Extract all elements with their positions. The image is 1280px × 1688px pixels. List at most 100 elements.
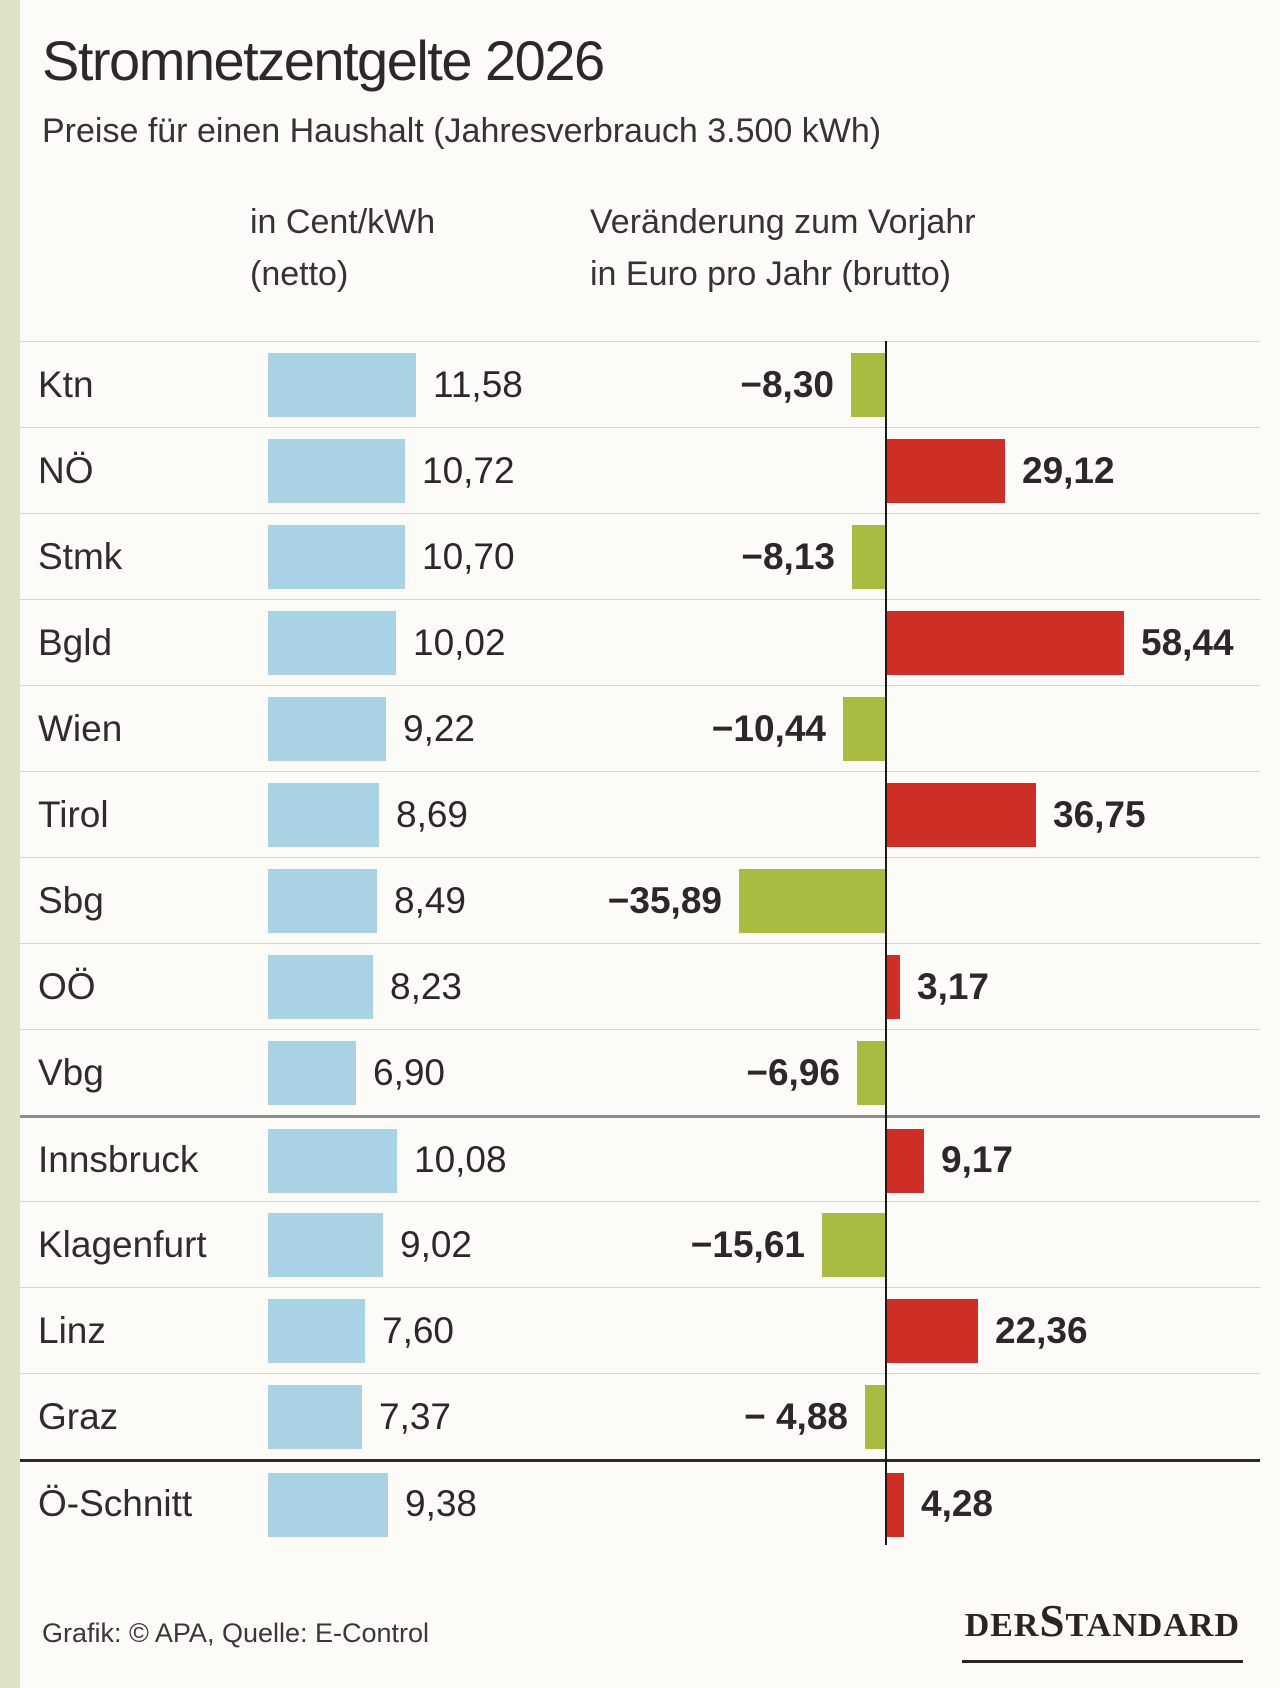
table-row: Ö-Schnitt 9,38 4,28 bbox=[20, 1459, 1260, 1545]
cent-value: 7,60 bbox=[382, 1309, 455, 1351]
change-bar bbox=[887, 1473, 904, 1537]
cent-bar bbox=[268, 611, 396, 675]
table-row: Innsbruck 10,08 9,17 bbox=[20, 1115, 1260, 1201]
cent-bar bbox=[268, 783, 379, 847]
region-label: Klagenfurt bbox=[38, 1223, 207, 1265]
cent-bar bbox=[268, 1041, 356, 1105]
derstandard-logo: DERSTANDARD bbox=[961, 1596, 1243, 1663]
table-row: Stmk 10,70 −8,13 bbox=[20, 513, 1260, 599]
change-value: −10,44 bbox=[711, 707, 826, 749]
column-header-change-line2: in Euro pro Jahr (brutto) bbox=[590, 255, 951, 293]
change-value: − 4,88 bbox=[744, 1395, 848, 1437]
change-bar bbox=[887, 439, 1005, 503]
logo-part1: DER bbox=[964, 1607, 1040, 1644]
left-accent-strip bbox=[0, 0, 20, 1688]
change-bar bbox=[739, 869, 885, 933]
cent-bar bbox=[268, 439, 405, 503]
table-row: Sbg 8,49 −35,89 bbox=[20, 857, 1260, 943]
change-bar bbox=[887, 1129, 924, 1193]
region-label: NÖ bbox=[38, 449, 94, 491]
logo-part3: TANDARD bbox=[1065, 1607, 1240, 1644]
change-bar bbox=[857, 1041, 885, 1105]
change-value: 4,28 bbox=[921, 1482, 994, 1524]
bar-table: Ktn 11,58 −8,30 NÖ 10,72 29,12 Stmk 10,7… bbox=[20, 341, 1260, 1545]
cent-value: 6,90 bbox=[373, 1051, 446, 1093]
zero-axis-line bbox=[885, 341, 887, 1545]
cent-value: 10,02 bbox=[413, 621, 506, 663]
cent-value: 8,49 bbox=[394, 879, 467, 921]
change-bar bbox=[887, 783, 1036, 847]
region-label: Linz bbox=[38, 1309, 106, 1351]
region-label: Bgld bbox=[38, 621, 113, 663]
cent-value: 9,22 bbox=[403, 707, 476, 749]
cent-bar bbox=[268, 1213, 383, 1277]
change-value: −15,61 bbox=[690, 1223, 805, 1265]
cent-bar bbox=[268, 869, 377, 933]
cent-bar bbox=[268, 1299, 365, 1363]
table-row: Graz 7,37 − 4,88 bbox=[20, 1373, 1260, 1459]
page-title: Stromnetzentgelte 2026 bbox=[42, 29, 605, 92]
page-subtitle: Preise für einen Haushalt (Jahresverbrau… bbox=[42, 112, 882, 150]
cent-bar bbox=[268, 1473, 388, 1537]
change-bar bbox=[887, 955, 900, 1019]
cent-bar bbox=[268, 1385, 362, 1449]
rows-container: Ktn 11,58 −8,30 NÖ 10,72 29,12 Stmk 10,7… bbox=[20, 341, 1260, 1545]
change-bar bbox=[843, 697, 885, 761]
change-bar bbox=[887, 1299, 978, 1363]
logo-part2: S bbox=[1039, 1596, 1066, 1646]
table-row: OÖ 8,23 3,17 bbox=[20, 943, 1260, 1029]
change-value: −6,96 bbox=[746, 1051, 840, 1093]
region-label: Wien bbox=[38, 707, 123, 749]
change-value: 22,36 bbox=[995, 1309, 1088, 1351]
table-row: Wien 9,22 −10,44 bbox=[20, 685, 1260, 771]
region-label: Sbg bbox=[38, 879, 104, 921]
change-value: 29,12 bbox=[1022, 449, 1115, 491]
change-value: 9,17 bbox=[941, 1138, 1014, 1180]
cent-value: 8,23 bbox=[390, 965, 463, 1007]
change-bar bbox=[887, 611, 1124, 675]
cent-bar bbox=[268, 955, 373, 1019]
cent-value: 8,69 bbox=[396, 793, 469, 835]
cent-value: 10,08 bbox=[414, 1138, 507, 1180]
region-label: Innsbruck bbox=[38, 1138, 199, 1180]
table-row: Bgld 10,02 58,44 bbox=[20, 599, 1260, 685]
column-header-cent-line1: in Cent/kWh bbox=[250, 203, 436, 241]
region-label: Ö-Schnitt bbox=[38, 1482, 193, 1524]
column-header-cent: in Cent/kWh (netto) bbox=[250, 196, 435, 300]
table-row: Klagenfurt 9,02 −15,61 bbox=[20, 1201, 1260, 1287]
change-bar bbox=[865, 1385, 885, 1449]
cent-bar bbox=[268, 353, 416, 417]
cent-bar bbox=[268, 1129, 397, 1193]
region-label: OÖ bbox=[38, 965, 96, 1007]
change-value: 36,75 bbox=[1053, 793, 1146, 835]
region-label: Stmk bbox=[38, 535, 123, 577]
table-row: Linz 7,60 22,36 bbox=[20, 1287, 1260, 1373]
table-row: NÖ 10,72 29,12 bbox=[20, 427, 1260, 513]
cent-value: 7,37 bbox=[379, 1395, 452, 1437]
region-label: Tirol bbox=[38, 793, 109, 835]
change-bar bbox=[852, 525, 885, 589]
cent-bar bbox=[268, 697, 386, 761]
table-row: Ktn 11,58 −8,30 bbox=[20, 341, 1260, 427]
change-value: 3,17 bbox=[917, 965, 990, 1007]
table-row: Tirol 8,69 36,75 bbox=[20, 771, 1260, 857]
cent-value: 9,02 bbox=[400, 1223, 473, 1265]
change-value: 58,44 bbox=[1141, 621, 1234, 663]
change-value: −8,30 bbox=[740, 363, 834, 405]
cent-value: 11,58 bbox=[433, 363, 523, 405]
cent-value: 9,38 bbox=[405, 1482, 478, 1524]
change-bar bbox=[822, 1213, 885, 1277]
cent-value: 10,72 bbox=[422, 449, 515, 491]
cent-bar bbox=[268, 525, 405, 589]
column-header-change: Veränderung zum Vorjahr in Euro pro Jahr… bbox=[590, 196, 976, 300]
change-value: −35,89 bbox=[607, 879, 722, 921]
table-row: Vbg 6,90 −6,96 bbox=[20, 1029, 1260, 1115]
column-header-cent-line2: (netto) bbox=[250, 255, 349, 293]
region-label: Ktn bbox=[38, 363, 94, 405]
cent-value: 10,70 bbox=[422, 535, 515, 577]
column-header-change-line1: Veränderung zum Vorjahr bbox=[590, 203, 976, 241]
region-label: Vbg bbox=[38, 1051, 104, 1093]
change-value: −8,13 bbox=[741, 535, 835, 577]
source-credit: Grafik: © APA, Quelle: E-Control bbox=[42, 1618, 430, 1648]
